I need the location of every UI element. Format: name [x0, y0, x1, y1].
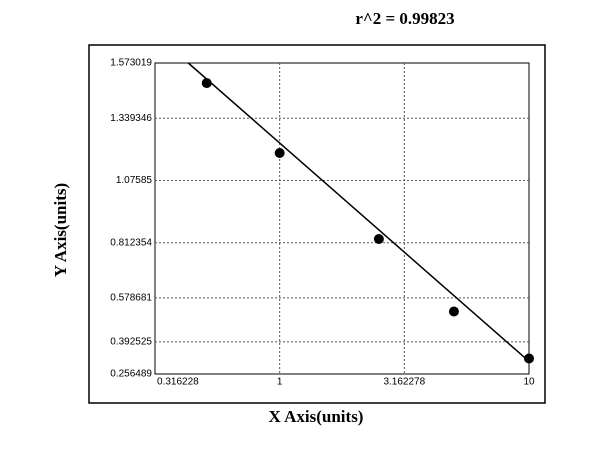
x-tick-label: 3.162278: [383, 377, 425, 388]
frame: [88, 44, 546, 404]
data-point: [448, 306, 459, 317]
y-tick-label: 0.256489: [110, 369, 152, 380]
y-tick-label: 1.339346: [110, 113, 152, 124]
plot-area: [154, 62, 530, 375]
x-tick-label: 0.316228: [157, 377, 199, 388]
y-tick-label: 0.578681: [110, 293, 152, 304]
data-point: [274, 148, 285, 159]
chart-title: r^2 = 0.99823: [355, 9, 454, 28]
data-point: [373, 233, 384, 244]
y-tick-label: 0.812354: [110, 237, 152, 248]
x-tick-label: 1: [277, 377, 283, 388]
data-point: [524, 353, 534, 364]
y-tick-label: 0.392525: [110, 337, 152, 348]
data-point: [201, 78, 212, 89]
fit-line: [187, 62, 530, 362]
y-axis-label: Y Axis(units): [51, 183, 70, 277]
x-axis-label: X Axis(units): [269, 407, 364, 426]
y-tick-label: 1.07585: [116, 175, 153, 186]
x-tick-label: 10: [523, 377, 535, 388]
y-tick-label: 1.573019: [110, 58, 152, 69]
